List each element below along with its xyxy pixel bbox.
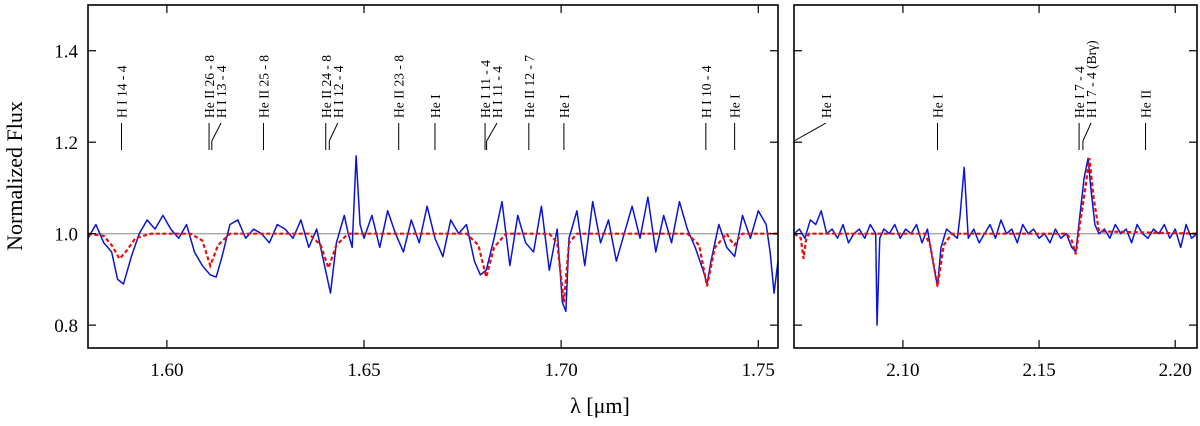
spectral-line-label: He II 24 - 8 [319, 55, 334, 118]
spectral-line-label: H I 11 - 4 [490, 66, 505, 118]
panels-group: 1.60 1.65 1.70 1.75 0.8 1.0 1.2 1.4 H I 14 - 4 He… [54, 4, 1198, 381]
line-id-marker [328, 122, 339, 142]
spectral-line-label: H I 13 - 4 [214, 65, 229, 118]
panel-h-band: 1.60 1.65 1.70 1.75 0.8 1.0 1.2 1.4 H I 14 - 4 He… [54, 4, 779, 381]
observed-spectrum-line [794, 157, 1197, 326]
plot-frame [793, 4, 1198, 349]
spectral-line-label: He I 11 - 4 [478, 60, 493, 118]
y-tick-label: 1.4 [54, 42, 78, 63]
panel-k-band: 2.10 2.15 2.20 He I He I He I 7 - 4H I 7 - 4 … [793, 4, 1198, 381]
spectral-line-label: He I [428, 94, 443, 118]
y-tick-label: 1.2 [54, 133, 78, 154]
x-tick-label: 2.10 [886, 360, 919, 381]
plot-frame [87, 4, 779, 349]
x-tick-label: 2.20 [1159, 360, 1192, 381]
y-tick-label: 1.0 [54, 225, 78, 246]
line-id-marker [793, 122, 827, 142]
x-tick-label: 2.15 [1022, 360, 1055, 381]
spectral-line-label: H I 12 - 4 [331, 65, 346, 118]
spectral-line-label: He II 23 - 8 [392, 55, 407, 118]
spectral-line-label: He II [1139, 89, 1154, 118]
line-id-marker [1082, 122, 1092, 142]
spectral-line-label: He I [819, 94, 834, 118]
spectral-line-label: He I [931, 94, 946, 118]
spectral-line-label: He II 25 - 8 [256, 55, 271, 118]
x-axis-label: λ [μm] [570, 393, 630, 418]
observed-spectrum-line [88, 155, 778, 313]
spectral-line-label: He II 26 - 8 [202, 55, 217, 118]
spectral-line-label: H I 10 - 4 [699, 65, 714, 118]
x-tick-label: 1.60 [150, 360, 183, 381]
y-tick-label: 0.8 [54, 316, 78, 337]
spectral-line-label: He II 12 - 7 [522, 55, 537, 118]
x-tick-label: 1.75 [742, 360, 775, 381]
spectral-line-label: He I [557, 94, 572, 118]
y-axis-label: Normalized Flux [2, 101, 27, 251]
line-id-marker [211, 122, 222, 142]
model-spectrum-line [794, 158, 1197, 287]
model-spectrum-line [88, 231, 778, 303]
x-tick-label: 1.65 [347, 360, 380, 381]
spectral-line-label: H I 7 - 4 (Brγ) [1084, 40, 1099, 118]
spectral-line-label: He I 7 - 4 [1072, 66, 1087, 118]
x-tick-label: 1.70 [545, 360, 578, 381]
spectral-line-label: He I [728, 94, 743, 118]
line-id-marker [486, 122, 498, 142]
spectral-line-label: H I 14 - 4 [115, 65, 130, 118]
